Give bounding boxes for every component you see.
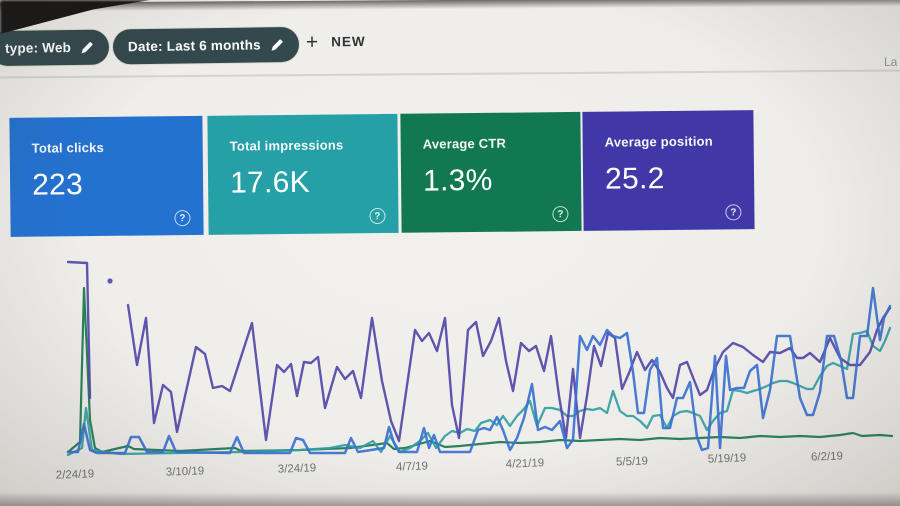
edit-pencil-icon[interactable] bbox=[270, 38, 284, 52]
x-tick-label: 3/10/19 bbox=[165, 465, 205, 479]
x-tick-label: 3/24/19 bbox=[277, 462, 317, 476]
x-tick-label: 4/7/19 bbox=[395, 460, 429, 474]
x-tick-label: 2/24/19 bbox=[55, 468, 95, 482]
edit-pencil-icon[interactable] bbox=[80, 40, 94, 54]
last-updated-partial-text: La bbox=[884, 55, 898, 69]
series-line-position bbox=[126, 303, 892, 443]
series-point-position bbox=[107, 278, 113, 284]
series-line-ctr bbox=[66, 286, 894, 454]
search-type-chip[interactable]: type: Web bbox=[0, 29, 110, 67]
screen-bottom-bezel bbox=[0, 492, 900, 506]
x-tick-label: 6/2/19 bbox=[810, 450, 844, 464]
series-line-clicks bbox=[66, 286, 892, 455]
x-tick-label: 5/5/19 bbox=[615, 455, 649, 469]
series-line-position bbox=[66, 260, 92, 400]
filter-bar: type: Web Date: Last 6 months + NEW bbox=[0, 18, 900, 71]
x-tick-label: 4/21/19 bbox=[505, 457, 545, 471]
series-line-impressions bbox=[66, 326, 892, 457]
date-range-chip[interactable]: Date: Last 6 months bbox=[112, 26, 300, 65]
x-tick-label: 5/19/19 bbox=[707, 452, 747, 466]
